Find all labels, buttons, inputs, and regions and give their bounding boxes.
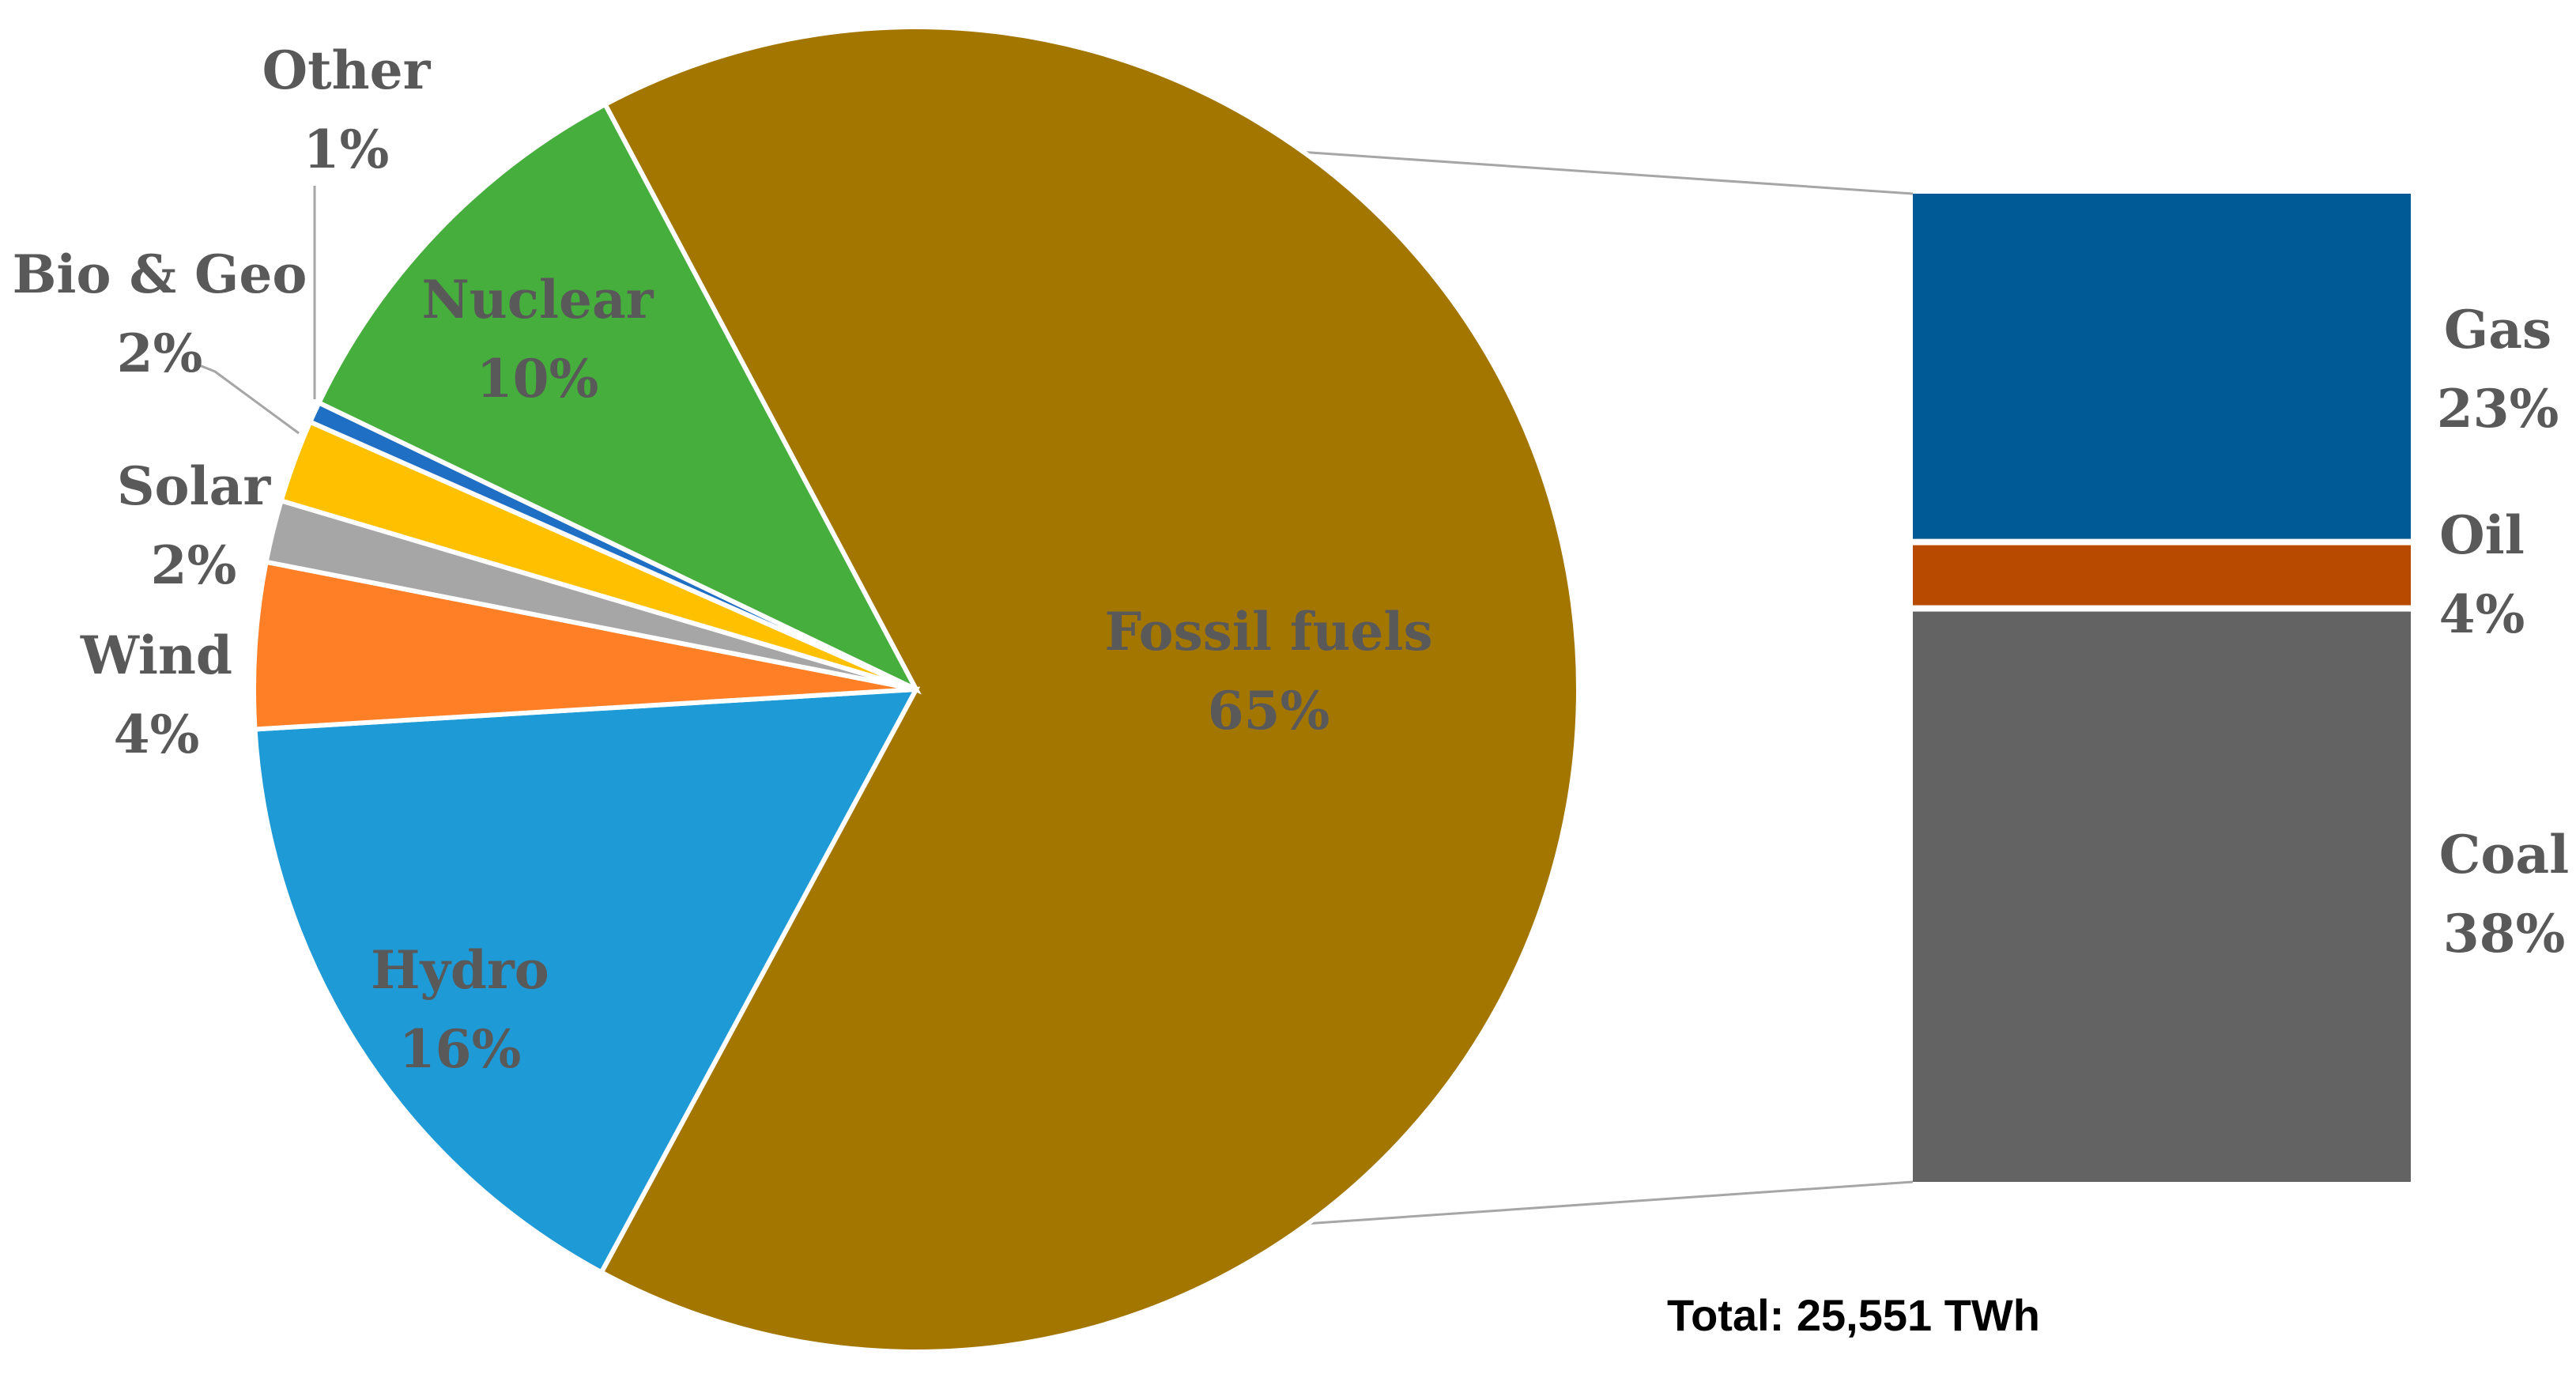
total-footnote: Total: 25,551 TWh bbox=[1667, 1290, 2040, 1340]
pie-slice-fossil-fuels bbox=[598, 25, 1581, 1354]
bar-segment-coal bbox=[1913, 611, 2411, 1182]
pie-slices bbox=[251, 25, 1581, 1354]
breakdown-bar bbox=[1913, 194, 2411, 1182]
value-oil: 4% bbox=[2439, 583, 2525, 645]
label-bio-geo: Bio & Geo bbox=[13, 243, 307, 305]
value-wind: 4% bbox=[114, 704, 200, 765]
label-coal: Coal bbox=[2439, 824, 2569, 885]
label-fossil-fuels: Fossil fuels bbox=[1104, 601, 1432, 662]
value-coal: 38% bbox=[2443, 903, 2566, 964]
pie-slice-wind bbox=[251, 559, 917, 732]
value-bio-geo: 2% bbox=[117, 323, 203, 384]
label-wind: Wind bbox=[80, 625, 232, 686]
label-hydro: Hydro bbox=[371, 939, 549, 1001]
label-other: Other bbox=[262, 40, 432, 101]
pie-slice-hydro bbox=[252, 686, 921, 1276]
label-solar: Solar bbox=[117, 455, 272, 517]
value-other: 1% bbox=[304, 119, 390, 180]
value-fossil-fuels: 65% bbox=[1208, 680, 1330, 742]
label-gas: Gas bbox=[2444, 299, 2551, 360]
value-hydro: 16% bbox=[399, 1018, 522, 1080]
leader-lines bbox=[198, 186, 316, 435]
label-oil: Oil bbox=[2439, 504, 2525, 566]
label-nuclear: Nuclear bbox=[421, 269, 654, 330]
bar-segment-oil bbox=[1913, 545, 2411, 606]
pie-slice-nuclear bbox=[315, 101, 922, 695]
bar-segment-gas bbox=[1913, 194, 2411, 539]
value-solar: 2% bbox=[151, 534, 237, 596]
value-gas: 23% bbox=[2437, 378, 2559, 440]
leader-bio-geo bbox=[198, 364, 300, 435]
value-nuclear: 10% bbox=[477, 348, 599, 410]
